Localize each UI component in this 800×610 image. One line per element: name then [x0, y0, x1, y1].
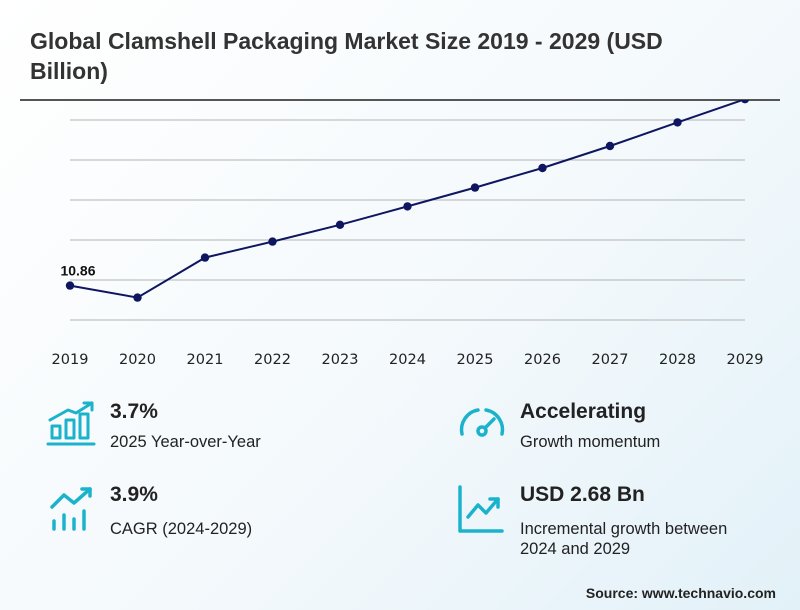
data-point: [335, 220, 345, 229]
trend-bars-icon: [50, 487, 92, 531]
x-tick-label: 2025: [457, 352, 494, 368]
stat-description: Growth momentum: [520, 433, 661, 451]
stat-value: USD 2.68 Bn: [520, 483, 645, 506]
x-tick-label: 2028: [659, 352, 696, 368]
x-tick-label: 2020: [119, 352, 156, 368]
bar-chart-growth-icon: [46, 401, 96, 446]
data-point: [673, 118, 682, 127]
speedometer-icon: [459, 408, 505, 437]
x-tick-label: 2027: [592, 352, 629, 368]
data-point: [200, 253, 210, 262]
data-point: [605, 141, 615, 151]
x-tick-label: 2022: [254, 352, 291, 368]
market-size-line-chart: 2019 2020 2021 2022 2023 2024 2025 2026 2027 2028…: [52, 100, 764, 368]
data-point: [538, 163, 547, 173]
x-tick-label: 2023: [322, 352, 359, 368]
stat-value: Accelerating: [520, 400, 647, 423]
series-line: [69, 100, 746, 299]
data-point: [133, 293, 142, 302]
data-point: [403, 202, 412, 211]
line-chart-up-icon: [458, 485, 504, 533]
stat-description: Incremental growth between 2024 and 2029: [520, 520, 728, 558]
title-divider: [20, 99, 780, 101]
data-label: 10.86: [60, 263, 95, 279]
x-tick-label: 2024: [389, 352, 426, 368]
data-point: [268, 237, 277, 246]
stat-value: 3.7%: [110, 400, 158, 423]
x-tick-label: 2019: [52, 352, 89, 368]
x-tick-label: 2029: [727, 352, 764, 368]
stat-value: 3.9%: [110, 483, 158, 506]
data-point: [470, 183, 480, 192]
stat-description: CAGR (2024-2029): [110, 520, 253, 538]
data-point: [740, 100, 750, 104]
x-tick-label: 2021: [187, 352, 224, 368]
x-tick-label: 2026: [524, 352, 561, 368]
source-credit: Source: www.technavio.com: [585, 585, 776, 601]
stat-description: 2025 Year-over-Year: [110, 433, 261, 451]
page-title: Global Clamshell Packaging Market Size 2…: [30, 28, 663, 84]
data-point: [65, 281, 75, 290]
